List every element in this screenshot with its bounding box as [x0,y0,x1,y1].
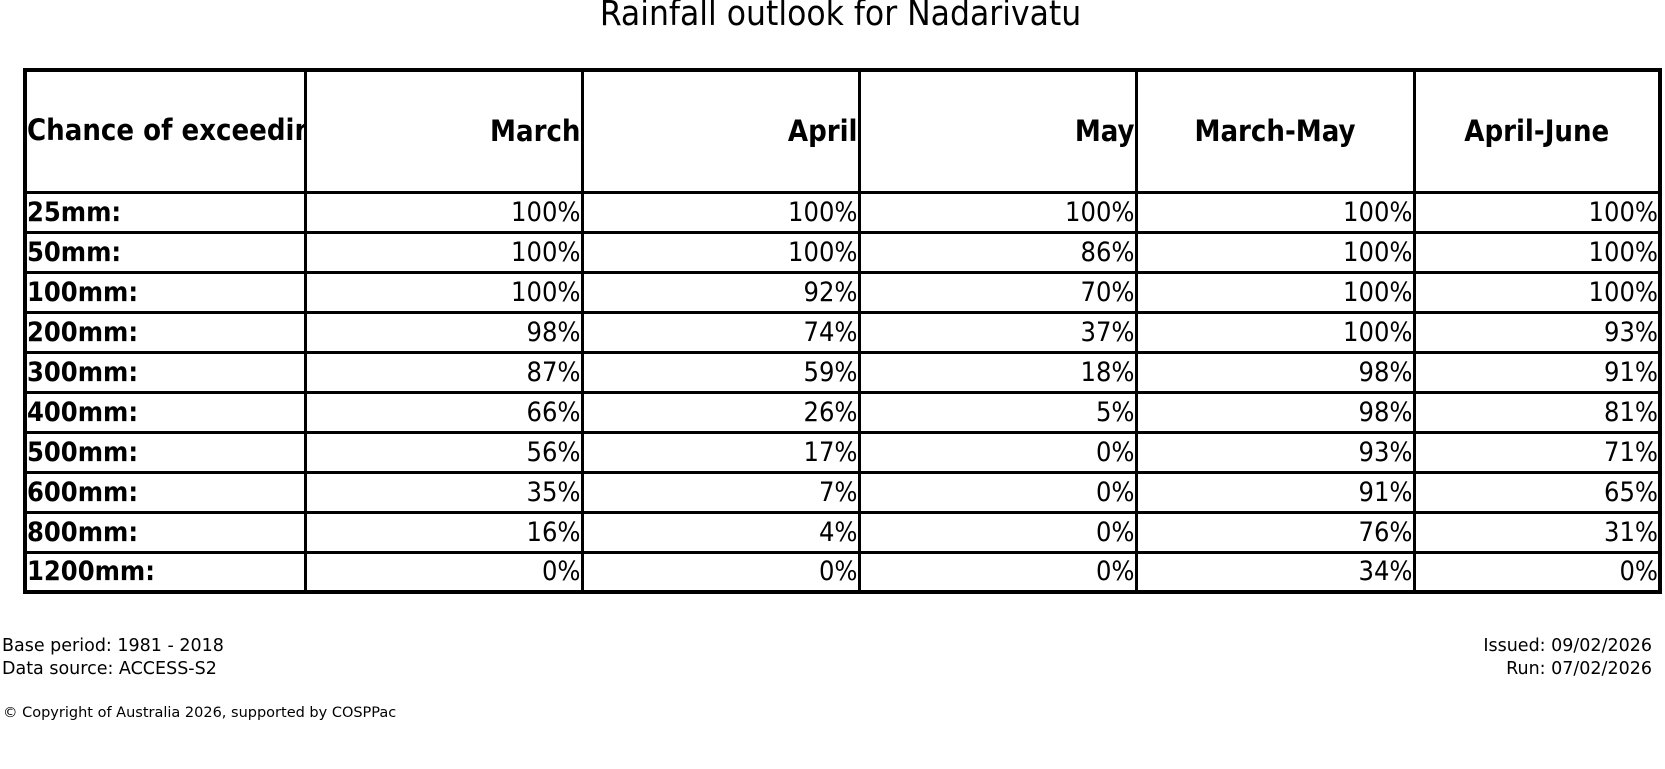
value-cell: 59% [580,350,861,394]
value-cell: 0% [857,510,1138,554]
column-header-april-june: April-June [1412,68,1662,194]
value-cell: 93% [1134,430,1416,474]
value-cell: 0% [857,550,1138,594]
value-cell: 81% [1412,390,1662,434]
table-row: 400mm: 66% 26% 5% 98% 81% [23,390,1662,434]
value-cell: 56% [303,430,584,474]
value-cell: 100% [303,190,584,234]
value-cell: 100% [1134,270,1416,314]
value-cell: 0% [857,470,1138,514]
value-cell: 5% [857,390,1138,434]
threshold-label: 1200mm: [23,550,307,594]
value-cell: 34% [1134,550,1416,594]
threshold-label: 100mm: [23,270,307,314]
table-body: 25mm: 100% 100% 100% 100% 100% 50mm: 100% 100% 86… [23,190,1662,594]
table-row: 25mm: 100% 100% 100% 100% 100% [23,190,1662,234]
table-row: 500mm: 56% 17% 0% 93% 71% [23,430,1662,474]
value-cell: 100% [303,270,584,314]
value-cell: 100% [580,230,861,274]
value-cell: 74% [580,310,861,354]
run-date-text: Run: 07/02/2026 [1506,658,1652,679]
value-cell: 66% [303,390,584,434]
value-cell: 31% [1412,510,1662,554]
threshold-label: 50mm: [23,230,307,274]
threshold-label: 300mm: [23,350,307,394]
value-cell: 100% [1412,190,1662,234]
threshold-label: 400mm: [23,390,307,434]
value-cell: 0% [580,550,861,594]
column-header-march: March [303,68,584,194]
table-row: 200mm: 98% 74% 37% 100% 93% [23,310,1662,354]
footer-right: Issued: 09/02/2026 Run: 07/02/2026 [1483,635,1652,680]
base-period-text: Base period: 1981 - 2018 [2,636,224,656]
value-cell: 100% [1412,230,1662,274]
corner-header: Chance of exceeding a threshold: [23,68,307,194]
value-cell: 70% [857,270,1138,314]
value-cell: 98% [1134,350,1416,394]
threshold-label: 200mm: [23,310,307,354]
threshold-label: 25mm: [23,190,307,234]
value-cell: 35% [303,470,584,514]
footer-left: Base period: 1981 - 2018 Data source: AC… [2,635,224,680]
table-row: 600mm: 35% 7% 0% 91% 65% [23,470,1662,514]
value-cell: 100% [857,190,1138,234]
value-cell: 71% [1412,430,1662,474]
value-cell: 18% [857,350,1138,394]
value-cell: 86% [857,230,1138,274]
table-row: 300mm: 87% 59% 18% 98% 91% [23,350,1662,394]
threshold-label: 600mm: [23,470,307,514]
value-cell: 0% [303,550,584,594]
table-header-row: Chance of exceeding a threshold: March A… [23,68,1662,194]
value-cell: 100% [1134,230,1416,274]
table-row: 1200mm: 0% 0% 0% 34% 0% [23,550,1662,594]
value-cell: 100% [1134,190,1416,234]
value-cell: 87% [303,350,584,394]
value-cell: 65% [1412,470,1662,514]
value-cell: 37% [857,310,1138,354]
value-cell: 4% [580,510,861,554]
value-cell: 0% [857,430,1138,474]
copyright-text: © Copyright of Australia 2026, supported… [3,705,397,721]
column-header-may: May [857,68,1138,194]
column-header-march-may: March-May [1134,68,1416,194]
value-cell: 98% [1134,390,1416,434]
value-cell: 100% [580,190,861,234]
value-cell: 17% [580,430,861,474]
value-cell: 93% [1412,310,1662,354]
value-cell: 91% [1412,350,1662,394]
issued-date-text: Issued: 09/02/2026 [1483,636,1652,656]
table-row: 800mm: 16% 4% 0% 76% 31% [23,510,1662,554]
value-cell: 100% [1412,270,1662,314]
value-cell: 91% [1134,470,1416,514]
value-cell: 100% [303,230,584,274]
table-row: 100mm: 100% 92% 70% 100% 100% [23,270,1662,314]
rainfall-outlook-table: Chance of exceeding a threshold: March A… [23,68,1662,594]
threshold-label: 800mm: [23,510,307,554]
value-cell: 92% [580,270,861,314]
value-cell: 98% [303,310,584,354]
threshold-label: 500mm: [23,430,307,474]
table-row: 50mm: 100% 100% 86% 100% 100% [23,230,1662,274]
page-title: Rainfall outlook for Nadarivatu [599,0,1082,34]
data-source-text: Data source: ACCESS-S2 [2,658,217,679]
value-cell: 0% [1412,550,1662,594]
value-cell: 7% [580,470,861,514]
value-cell: 26% [580,390,861,434]
column-header-april: April [580,68,861,194]
value-cell: 76% [1134,510,1416,554]
value-cell: 16% [303,510,584,554]
value-cell: 100% [1134,310,1416,354]
